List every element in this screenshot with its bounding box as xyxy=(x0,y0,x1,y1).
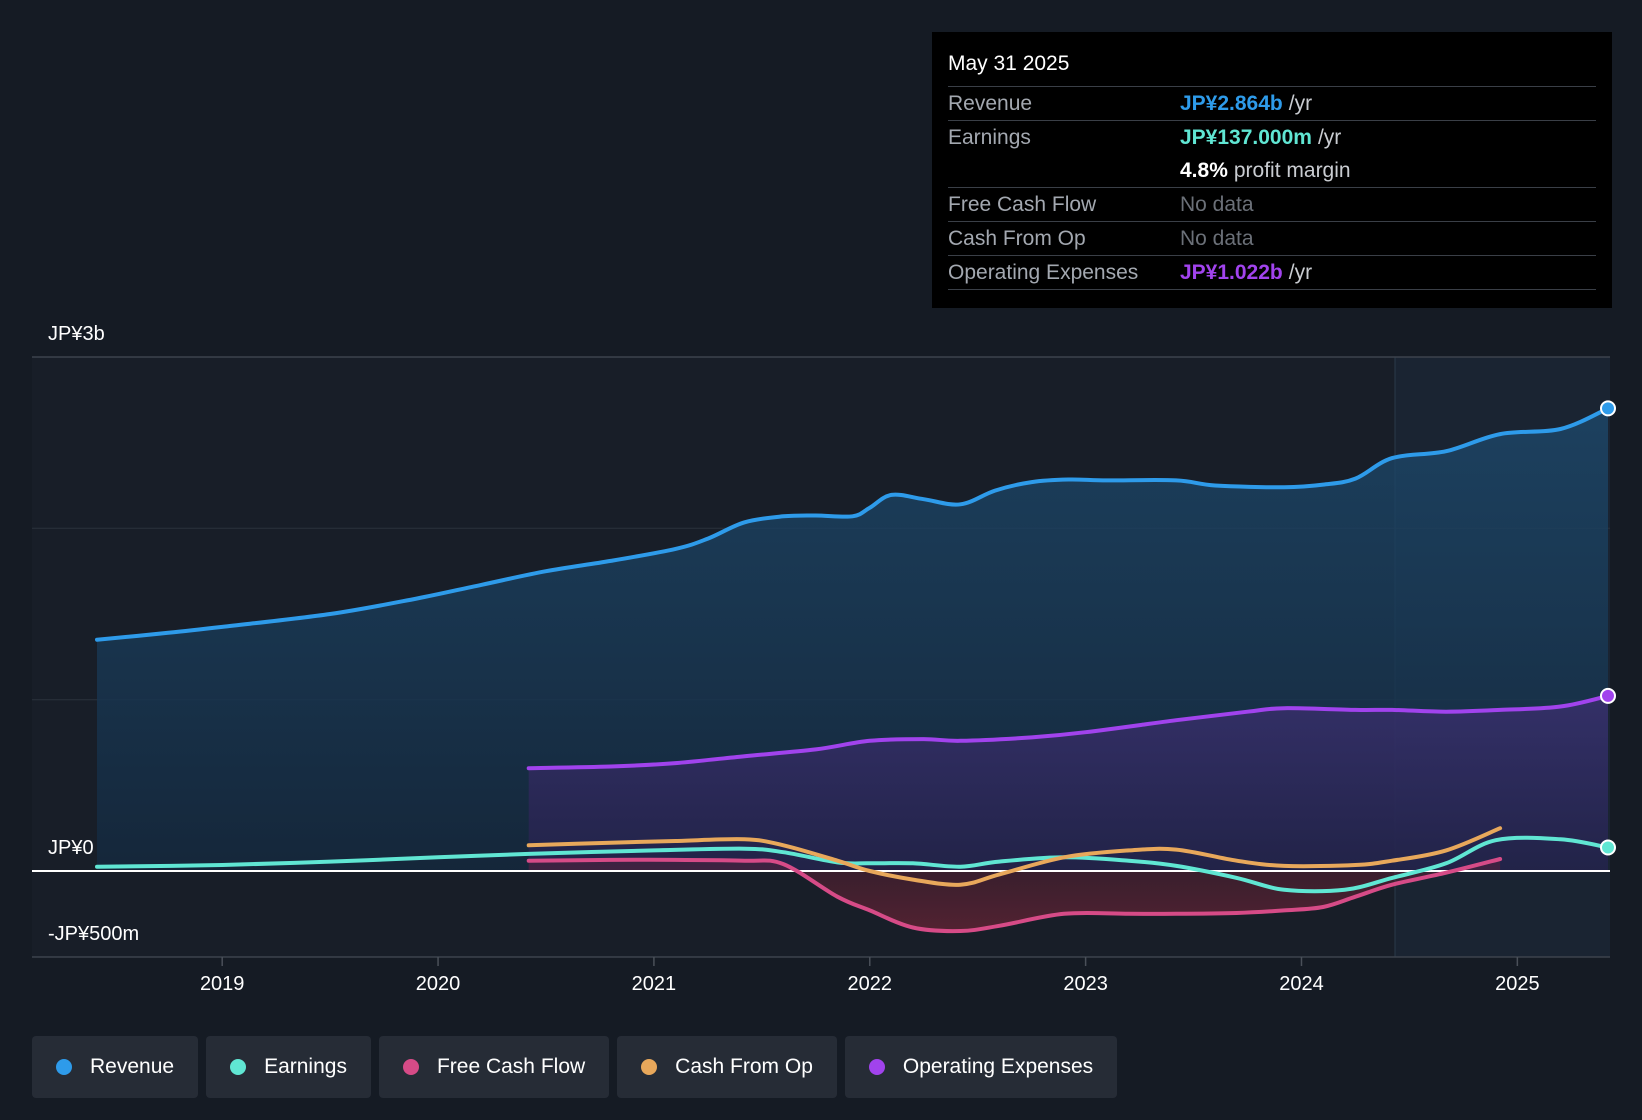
legend-item-earnings[interactable]: Earnings xyxy=(206,1036,371,1098)
legend-label: Operating Expenses xyxy=(902,1055,1094,1078)
opex-line xyxy=(526,693,1610,771)
opex-area xyxy=(528,695,1609,871)
x-tick-label: 2020 xyxy=(416,973,461,995)
tooltip-row-value: No data xyxy=(1180,226,1254,250)
financial-chart: JP¥3b JP¥0 -JP¥500m 2019 2020 2021 2022 2023… xyxy=(32,323,1616,995)
legend-item-free-cash-flow[interactable]: Free Cash Flow xyxy=(378,1036,610,1098)
tooltip-row: Cash From Op No data xyxy=(948,221,1596,255)
legend-label: Revenue xyxy=(90,1055,175,1078)
x-tick-label: 2019 xyxy=(200,973,245,995)
legend-item-operating-expenses[interactable]: Operating Expenses xyxy=(844,1036,1118,1098)
earnings-end-marker xyxy=(1600,839,1616,856)
tooltip-row-value: No data xyxy=(1180,192,1254,216)
x-tick-label: 2023 xyxy=(1063,973,1108,995)
fcf-line xyxy=(526,857,1503,934)
tooltip-row: Revenue JP¥2.864b/yr xyxy=(948,86,1596,120)
x-tick-label: 2022 xyxy=(848,973,893,995)
tooltip-date: May 31 2025 xyxy=(948,52,1070,75)
tooltip-row: Earnings JP¥137.000m/yr xyxy=(948,120,1596,154)
y-label-bottom: -JP¥500m xyxy=(48,923,139,945)
revenue-line xyxy=(95,406,1610,642)
tooltip-row-unit: /yr xyxy=(1288,91,1313,115)
tooltip-row-value: JP¥2.864b xyxy=(1180,91,1283,115)
legend-label: Cash From Op xyxy=(675,1055,813,1078)
legend-dot-icon xyxy=(56,1059,72,1075)
opex-end-marker xyxy=(1600,687,1616,704)
tooltip-row: Free Cash Flow No data xyxy=(948,187,1596,221)
x-tick-label: 2024 xyxy=(1279,973,1324,995)
tooltip-row-value: 4.8% xyxy=(1180,158,1228,182)
y-label-zero: JP¥0 xyxy=(48,837,94,859)
y-label-top: JP¥3b xyxy=(48,323,105,345)
legend-label: Earnings xyxy=(264,1055,347,1078)
x-tick-label: 2021 xyxy=(632,973,677,995)
legend-item-cash-from-op[interactable]: Cash From Op xyxy=(617,1036,837,1098)
tooltip-row-label: Revenue xyxy=(948,91,1033,115)
x-tick-label: 2025 xyxy=(1495,973,1540,995)
legend: Revenue Earnings Free Cash Flow Cash From O… xyxy=(32,1036,1118,1098)
tooltip-row-label: Earnings xyxy=(948,125,1031,149)
legend-dot-icon xyxy=(402,1059,419,1075)
tooltip-row-label: Operating Expenses xyxy=(948,260,1139,284)
legend-item-revenue[interactable]: Revenue xyxy=(32,1036,199,1098)
tooltip-row-unit: /yr xyxy=(1317,125,1342,149)
cfo-line xyxy=(526,826,1503,887)
tooltip-row-value: JP¥1.022b xyxy=(1180,260,1283,284)
fcf-area xyxy=(528,859,1501,932)
legend-dot-icon xyxy=(868,1059,885,1075)
tooltip-row-label: Cash From Op xyxy=(948,226,1086,250)
legend-label: Free Cash Flow xyxy=(436,1055,586,1078)
earnings-line xyxy=(95,835,1610,894)
tooltip-panel: May 31 2025 Revenue JP¥2.864b/yr Earnings J… xyxy=(932,32,1612,308)
tooltip-row-value: JP¥137.000m xyxy=(1180,125,1312,149)
tooltip-row-label: Free Cash Flow xyxy=(948,192,1097,216)
tooltip-row-unit: /yr xyxy=(1288,260,1313,284)
tooltip-row-unit: profit margin xyxy=(1233,158,1351,182)
legend-dot-icon xyxy=(230,1059,247,1075)
legend-dot-icon xyxy=(641,1059,658,1075)
tooltip-row: Operating Expenses JP¥1.022b/yr xyxy=(948,255,1596,290)
tooltip-row: 4.8% profit margin xyxy=(948,154,1596,187)
revenue-end-marker xyxy=(1600,400,1616,417)
